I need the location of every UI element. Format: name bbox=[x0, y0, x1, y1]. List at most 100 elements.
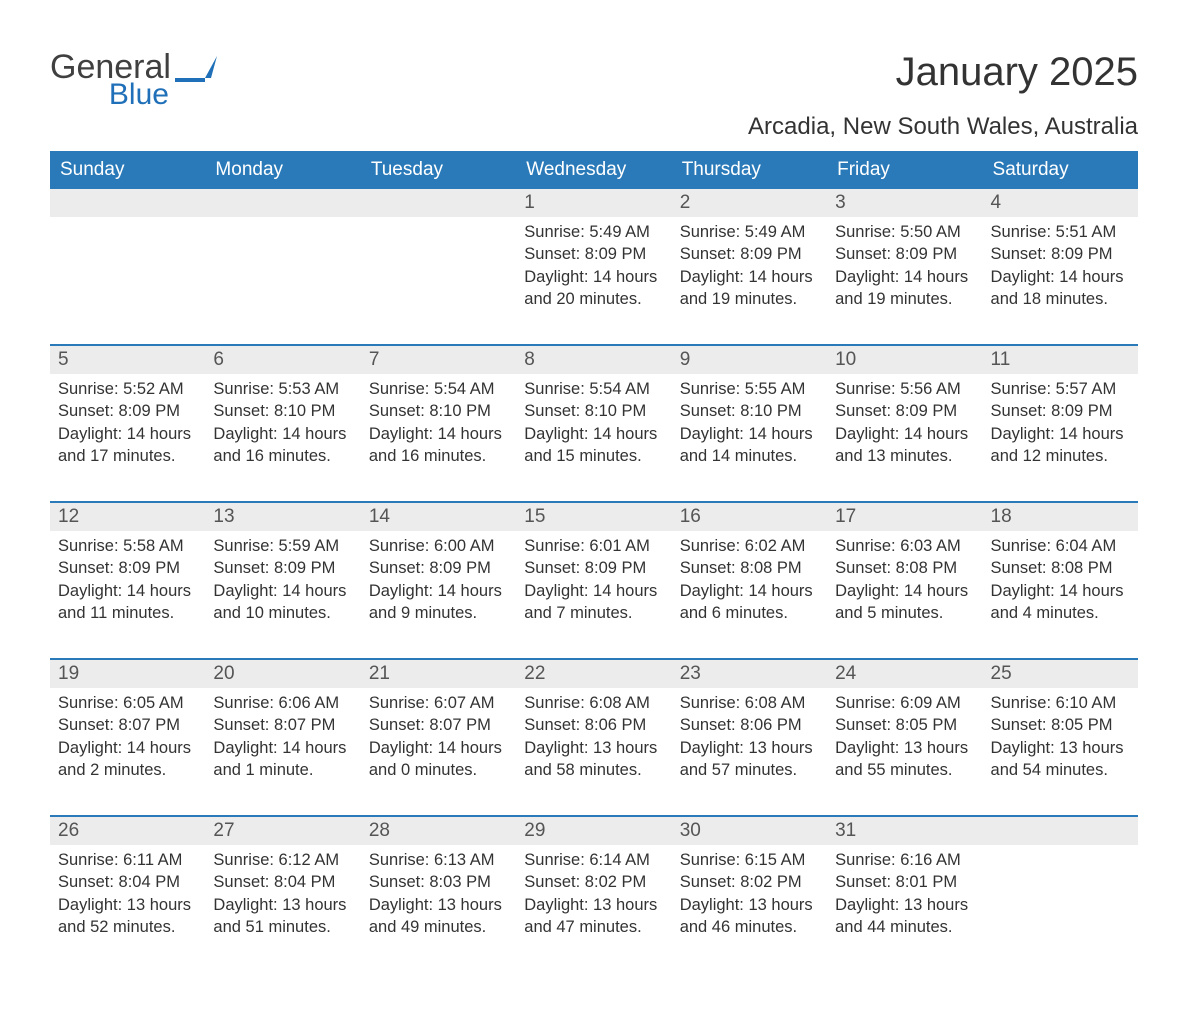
daylight-text: Daylight: 14 hours and 14 minutes. bbox=[680, 423, 819, 468]
day-number-cell: 9 bbox=[672, 345, 827, 374]
day-body: Sunrise: 5:50 AMSunset: 8:09 PMDaylight:… bbox=[827, 217, 982, 320]
day-number-cell: 5 bbox=[50, 345, 205, 374]
day-body-cell: Sunrise: 5:59 AMSunset: 8:09 PMDaylight:… bbox=[205, 531, 360, 659]
sunrise-text: Sunrise: 6:09 AM bbox=[835, 692, 974, 714]
day-number-cell: 10 bbox=[827, 345, 982, 374]
day-number-cell: 25 bbox=[983, 659, 1138, 688]
day-number-cell: 1 bbox=[516, 188, 671, 217]
daylight-text: Daylight: 14 hours and 1 minute. bbox=[213, 737, 352, 782]
daylight-text: Daylight: 13 hours and 52 minutes. bbox=[58, 894, 197, 939]
sunset-text: Sunset: 8:07 PM bbox=[369, 714, 508, 736]
day-body: Sunrise: 5:58 AMSunset: 8:09 PMDaylight:… bbox=[50, 531, 205, 634]
day-body: Sunrise: 6:12 AMSunset: 8:04 PMDaylight:… bbox=[205, 845, 360, 948]
sunset-text: Sunset: 8:05 PM bbox=[991, 714, 1130, 736]
sunrise-text: Sunrise: 5:56 AM bbox=[835, 378, 974, 400]
day-body-cell: Sunrise: 5:56 AMSunset: 8:09 PMDaylight:… bbox=[827, 374, 982, 502]
sunrise-text: Sunrise: 6:13 AM bbox=[369, 849, 508, 871]
daylight-text: Daylight: 13 hours and 55 minutes. bbox=[835, 737, 974, 782]
day-body-cell: Sunrise: 5:49 AMSunset: 8:09 PMDaylight:… bbox=[672, 217, 827, 345]
sunset-text: Sunset: 8:09 PM bbox=[680, 243, 819, 265]
daylight-text: Daylight: 14 hours and 9 minutes. bbox=[369, 580, 508, 625]
daylight-text: Daylight: 14 hours and 6 minutes. bbox=[680, 580, 819, 625]
day-number-cell: 14 bbox=[361, 502, 516, 531]
sunset-text: Sunset: 8:09 PM bbox=[524, 557, 663, 579]
weekday-header: Friday bbox=[827, 152, 982, 188]
sunrise-text: Sunrise: 6:03 AM bbox=[835, 535, 974, 557]
calendar-table: SundayMondayTuesdayWednesdayThursdayFrid… bbox=[50, 151, 1138, 973]
week-daynum-row: 12131415161718 bbox=[50, 502, 1138, 531]
day-number-cell bbox=[205, 188, 360, 217]
day-body: Sunrise: 6:09 AMSunset: 8:05 PMDaylight:… bbox=[827, 688, 982, 791]
sunrise-text: Sunrise: 6:02 AM bbox=[680, 535, 819, 557]
day-body-cell bbox=[50, 217, 205, 345]
daylight-text: Daylight: 13 hours and 58 minutes. bbox=[524, 737, 663, 782]
sunset-text: Sunset: 8:05 PM bbox=[835, 714, 974, 736]
daylight-text: Daylight: 13 hours and 44 minutes. bbox=[835, 894, 974, 939]
day-body-cell: Sunrise: 6:04 AMSunset: 8:08 PMDaylight:… bbox=[983, 531, 1138, 659]
sunset-text: Sunset: 8:09 PM bbox=[213, 557, 352, 579]
daylight-text: Daylight: 14 hours and 19 minutes. bbox=[835, 266, 974, 311]
sunrise-text: Sunrise: 6:08 AM bbox=[680, 692, 819, 714]
logo-text: General Blue bbox=[50, 50, 171, 110]
day-body: Sunrise: 5:57 AMSunset: 8:09 PMDaylight:… bbox=[983, 374, 1138, 477]
daylight-text: Daylight: 14 hours and 10 minutes. bbox=[213, 580, 352, 625]
week-daynum-row: 567891011 bbox=[50, 345, 1138, 374]
day-body: Sunrise: 6:15 AMSunset: 8:02 PMDaylight:… bbox=[672, 845, 827, 948]
sunrise-text: Sunrise: 6:14 AM bbox=[524, 849, 663, 871]
day-body-cell: Sunrise: 5:50 AMSunset: 8:09 PMDaylight:… bbox=[827, 217, 982, 345]
sunrise-text: Sunrise: 5:49 AM bbox=[680, 221, 819, 243]
day-number-cell: 17 bbox=[827, 502, 982, 531]
day-body: Sunrise: 5:54 AMSunset: 8:10 PMDaylight:… bbox=[516, 374, 671, 477]
day-number-cell: 24 bbox=[827, 659, 982, 688]
week-daynum-row: 1234 bbox=[50, 188, 1138, 217]
day-number-cell: 26 bbox=[50, 816, 205, 845]
sunset-text: Sunset: 8:10 PM bbox=[680, 400, 819, 422]
day-body: Sunrise: 6:01 AMSunset: 8:09 PMDaylight:… bbox=[516, 531, 671, 634]
week-body-row: Sunrise: 6:05 AMSunset: 8:07 PMDaylight:… bbox=[50, 688, 1138, 816]
sunrise-text: Sunrise: 5:57 AM bbox=[991, 378, 1130, 400]
daylight-text: Daylight: 14 hours and 18 minutes. bbox=[991, 266, 1130, 311]
daylight-text: Daylight: 14 hours and 17 minutes. bbox=[58, 423, 197, 468]
day-body-cell: Sunrise: 6:16 AMSunset: 8:01 PMDaylight:… bbox=[827, 845, 982, 973]
sunrise-text: Sunrise: 5:54 AM bbox=[524, 378, 663, 400]
day-number-cell: 20 bbox=[205, 659, 360, 688]
sunset-text: Sunset: 8:09 PM bbox=[835, 243, 974, 265]
day-body-cell bbox=[205, 217, 360, 345]
sunrise-text: Sunrise: 5:50 AM bbox=[835, 221, 974, 243]
weekday-header: Wednesday bbox=[516, 152, 671, 188]
sunrise-text: Sunrise: 6:12 AM bbox=[213, 849, 352, 871]
day-body-cell: Sunrise: 6:01 AMSunset: 8:09 PMDaylight:… bbox=[516, 531, 671, 659]
sunrise-text: Sunrise: 6:04 AM bbox=[991, 535, 1130, 557]
day-body: Sunrise: 5:53 AMSunset: 8:10 PMDaylight:… bbox=[205, 374, 360, 477]
sunrise-text: Sunrise: 6:10 AM bbox=[991, 692, 1130, 714]
sunset-text: Sunset: 8:09 PM bbox=[524, 243, 663, 265]
day-body-cell: Sunrise: 6:03 AMSunset: 8:08 PMDaylight:… bbox=[827, 531, 982, 659]
sunset-text: Sunset: 8:04 PM bbox=[213, 871, 352, 893]
sunset-text: Sunset: 8:08 PM bbox=[991, 557, 1130, 579]
day-body: Sunrise: 6:04 AMSunset: 8:08 PMDaylight:… bbox=[983, 531, 1138, 634]
day-body: Sunrise: 6:07 AMSunset: 8:07 PMDaylight:… bbox=[361, 688, 516, 791]
weekday-header: Sunday bbox=[50, 152, 205, 188]
sunrise-text: Sunrise: 6:00 AM bbox=[369, 535, 508, 557]
day-body-cell: Sunrise: 6:05 AMSunset: 8:07 PMDaylight:… bbox=[50, 688, 205, 816]
daylight-text: Daylight: 13 hours and 49 minutes. bbox=[369, 894, 508, 939]
day-body-cell: Sunrise: 6:08 AMSunset: 8:06 PMDaylight:… bbox=[672, 688, 827, 816]
day-body: Sunrise: 5:54 AMSunset: 8:10 PMDaylight:… bbox=[361, 374, 516, 477]
weekday-header: Tuesday bbox=[361, 152, 516, 188]
day-body: Sunrise: 6:02 AMSunset: 8:08 PMDaylight:… bbox=[672, 531, 827, 634]
day-number-cell: 11 bbox=[983, 345, 1138, 374]
day-body: Sunrise: 5:55 AMSunset: 8:10 PMDaylight:… bbox=[672, 374, 827, 477]
flag-icon bbox=[175, 56, 217, 91]
day-number-cell: 21 bbox=[361, 659, 516, 688]
day-body-cell: Sunrise: 6:13 AMSunset: 8:03 PMDaylight:… bbox=[361, 845, 516, 973]
day-body-cell bbox=[361, 217, 516, 345]
day-number-cell: 3 bbox=[827, 188, 982, 217]
day-body: Sunrise: 5:49 AMSunset: 8:09 PMDaylight:… bbox=[672, 217, 827, 320]
day-body: Sunrise: 6:08 AMSunset: 8:06 PMDaylight:… bbox=[672, 688, 827, 791]
sunrise-text: Sunrise: 5:52 AM bbox=[58, 378, 197, 400]
weekday-header: Thursday bbox=[672, 152, 827, 188]
location-subtitle: Arcadia, New South Wales, Australia bbox=[748, 113, 1138, 141]
sunrise-text: Sunrise: 6:01 AM bbox=[524, 535, 663, 557]
day-body-cell: Sunrise: 6:11 AMSunset: 8:04 PMDaylight:… bbox=[50, 845, 205, 973]
logo: General Blue bbox=[50, 50, 217, 110]
